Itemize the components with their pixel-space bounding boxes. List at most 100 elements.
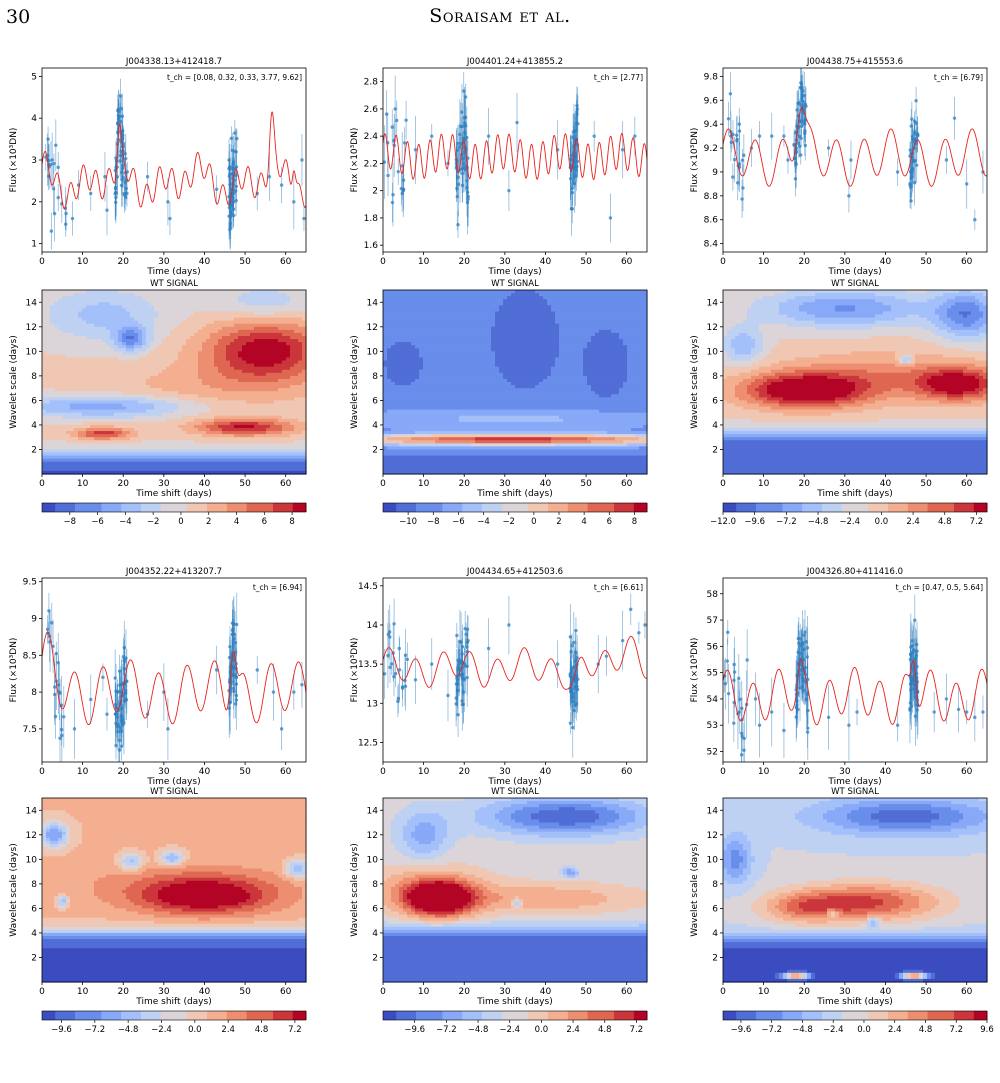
heatmap-cell — [218, 345, 223, 349]
heatmap-cell — [222, 357, 227, 362]
heatmap-cell — [250, 342, 255, 346]
heatmap-cell — [142, 332, 147, 337]
heatmap-cell — [206, 360, 211, 365]
heatmap-cell — [130, 302, 135, 306]
heatmap-cell — [210, 360, 215, 365]
heatmap-cell — [74, 345, 79, 349]
heatmap-cell — [282, 302, 287, 306]
heatmap-cell — [238, 296, 243, 300]
heatmap-cell — [126, 342, 131, 346]
heatmap-cell — [146, 336, 151, 340]
heatmap-cell — [214, 354, 219, 359]
heatmap-cell — [82, 342, 87, 346]
colorbar-segment — [292, 503, 300, 512]
data-point — [116, 117, 121, 121]
heatmap-cell — [202, 290, 207, 294]
heatmap-cell — [90, 332, 95, 337]
heatmap-cell — [122, 293, 127, 297]
heatmap-cell — [46, 351, 51, 355]
heatmap-cell — [182, 299, 187, 303]
heatmap-cell — [278, 351, 283, 355]
heatmap-cell — [74, 326, 79, 331]
data-point — [120, 166, 125, 171]
heatmap-cell — [282, 299, 287, 303]
heatmap-cell — [242, 293, 247, 297]
heatmap-cell — [138, 323, 143, 328]
heatmap-cell — [50, 320, 55, 325]
heatmap-cell — [118, 308, 123, 313]
heatmap-cell — [126, 332, 131, 337]
heatmap-cell — [166, 302, 171, 306]
heatmap-cell — [182, 357, 187, 362]
heatmap-cell — [126, 317, 131, 322]
heatmap-cell — [246, 332, 251, 337]
heatmap-cell — [234, 323, 239, 328]
heatmap-cell — [82, 369, 87, 374]
heatmap-cell — [266, 326, 271, 331]
heatmap-cell — [238, 336, 243, 340]
data-point — [52, 161, 56, 166]
heatmap-cell — [254, 348, 259, 352]
heatmap-cell — [266, 339, 271, 343]
heatmap-cell — [282, 314, 287, 319]
heatmap-cell — [98, 348, 103, 352]
heatmap-cell — [94, 296, 99, 300]
heatmap-cell — [282, 290, 287, 294]
heatmap-cell — [198, 348, 203, 352]
heatmap-cell — [46, 366, 51, 371]
heatmap-cell — [294, 308, 299, 313]
heatmap-cell — [158, 366, 163, 371]
data-point — [56, 165, 60, 170]
heatmap-cell — [106, 360, 111, 365]
heatmap-cell — [118, 339, 123, 343]
heatmap-cell — [286, 345, 291, 349]
y-tick-label: 9.5 — [23, 578, 37, 588]
heatmap-cell — [126, 296, 131, 300]
heatmap-cell — [210, 342, 215, 346]
heatmap-cell — [222, 305, 227, 309]
heatmap-cell — [278, 302, 283, 306]
heatmap-cell — [218, 302, 223, 306]
heatmap-cell — [46, 332, 51, 337]
heatmap-cell — [154, 329, 159, 334]
heatmap-cell — [162, 311, 167, 316]
heatmap-cell — [206, 366, 211, 371]
heatmap-cell — [242, 351, 247, 355]
heatmap-cell — [162, 314, 167, 319]
heatmap-cell — [278, 357, 283, 362]
heatmap-cell — [226, 351, 231, 355]
heatmap-cell — [222, 366, 227, 371]
heatmap-cell — [222, 339, 227, 343]
heatmap-cell — [302, 329, 307, 334]
heatmap-cell — [298, 299, 303, 303]
heatmap-cell — [94, 317, 99, 322]
heatmap-cell — [230, 311, 235, 316]
heatmap-cell — [98, 296, 103, 300]
heatmap-cell — [58, 290, 63, 294]
heatmap-cell — [130, 345, 135, 349]
heatmap-cell — [210, 351, 215, 355]
heatmap-cell — [62, 357, 67, 362]
heatmap-cell — [54, 326, 59, 331]
heatmap-cell — [202, 296, 207, 300]
heatmap-cell — [78, 369, 83, 374]
heatmap-cell — [42, 290, 47, 294]
heatmap-cell — [210, 323, 215, 328]
heatmap-cell — [86, 290, 91, 294]
heatmap-cell — [114, 342, 119, 346]
heatmap-cell — [230, 305, 235, 309]
heatmap-cell — [150, 317, 155, 322]
heatmap-cell — [214, 366, 219, 371]
heatmap-cell — [122, 320, 127, 325]
heatmap-cell — [202, 354, 207, 359]
heatmap-cell — [298, 317, 303, 322]
heatmap-cell — [130, 305, 135, 309]
heatmap-cell — [66, 351, 71, 355]
heatmap-cell — [110, 339, 115, 343]
heatmap-cell — [274, 357, 279, 362]
heatmap-cell — [286, 314, 291, 319]
heatmap-cell — [206, 339, 211, 343]
colorbar-segment — [207, 503, 215, 512]
heatmap-cell — [234, 360, 239, 365]
y-tick-label: 1 — [31, 240, 37, 250]
